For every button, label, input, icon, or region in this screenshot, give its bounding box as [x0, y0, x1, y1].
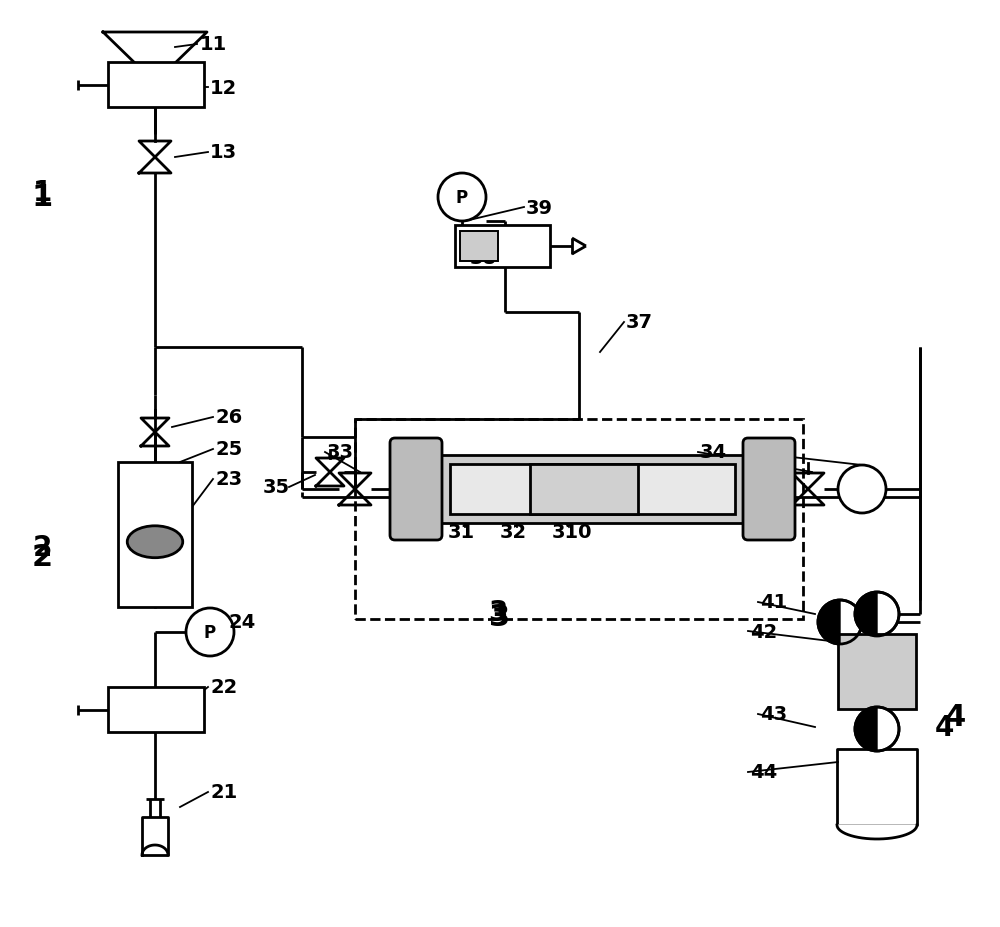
Circle shape	[818, 601, 862, 644]
Text: 36: 36	[750, 443, 777, 462]
Text: 11: 11	[200, 35, 227, 55]
Text: 22: 22	[210, 678, 237, 697]
Text: 24: 24	[228, 613, 255, 632]
Bar	[118, 463, 192, 607]
Bar	[530, 464, 638, 514]
Text: 3: 3	[489, 603, 511, 632]
Polygon shape	[818, 601, 840, 644]
Circle shape	[855, 707, 899, 751]
Circle shape	[438, 173, 486, 222]
Text: 2: 2	[31, 543, 53, 572]
Text: 38: 38	[470, 248, 497, 267]
Text: 42: 42	[750, 622, 777, 641]
Text: P: P	[456, 189, 468, 207]
Text: 44: 44	[750, 763, 777, 781]
Polygon shape	[837, 825, 917, 839]
Text: 39: 39	[526, 198, 553, 217]
Bar	[432, 455, 753, 524]
Text: 1: 1	[32, 179, 52, 207]
Text: P: P	[204, 623, 216, 641]
Bar	[355, 420, 803, 619]
Text: 37: 37	[626, 313, 653, 332]
Text: 43: 43	[760, 705, 787, 724]
Text: 13: 13	[210, 144, 237, 162]
Circle shape	[838, 465, 886, 514]
Polygon shape	[855, 592, 877, 636]
Text: 25: 25	[215, 440, 242, 459]
Bar	[108, 63, 204, 108]
Text: 4: 4	[944, 703, 966, 731]
Bar	[455, 226, 550, 268]
Bar	[108, 687, 204, 732]
Text: 41: 41	[760, 593, 787, 612]
Text: 310: 310	[552, 523, 592, 542]
Polygon shape	[855, 707, 877, 751]
Ellipse shape	[127, 527, 183, 558]
Circle shape	[855, 592, 899, 636]
Circle shape	[186, 608, 234, 656]
Text: 21: 21	[210, 782, 237, 802]
Text: 33: 33	[327, 443, 354, 462]
Text: 2: 2	[32, 533, 52, 562]
Bar	[838, 634, 916, 709]
Text: 4: 4	[934, 713, 954, 742]
Text: 31: 31	[448, 523, 475, 542]
Text: 12: 12	[210, 79, 237, 97]
Text: 26: 26	[215, 408, 242, 427]
Text: 32: 32	[500, 523, 527, 542]
Text: 1: 1	[31, 184, 53, 212]
Text: 3: 3	[488, 598, 508, 627]
Text: 35: 35	[263, 478, 290, 497]
Bar	[460, 232, 498, 261]
Bar	[450, 464, 735, 514]
Text: 34: 34	[700, 443, 727, 462]
Text: 23: 23	[215, 470, 242, 489]
FancyBboxPatch shape	[390, 438, 442, 540]
FancyBboxPatch shape	[743, 438, 795, 540]
